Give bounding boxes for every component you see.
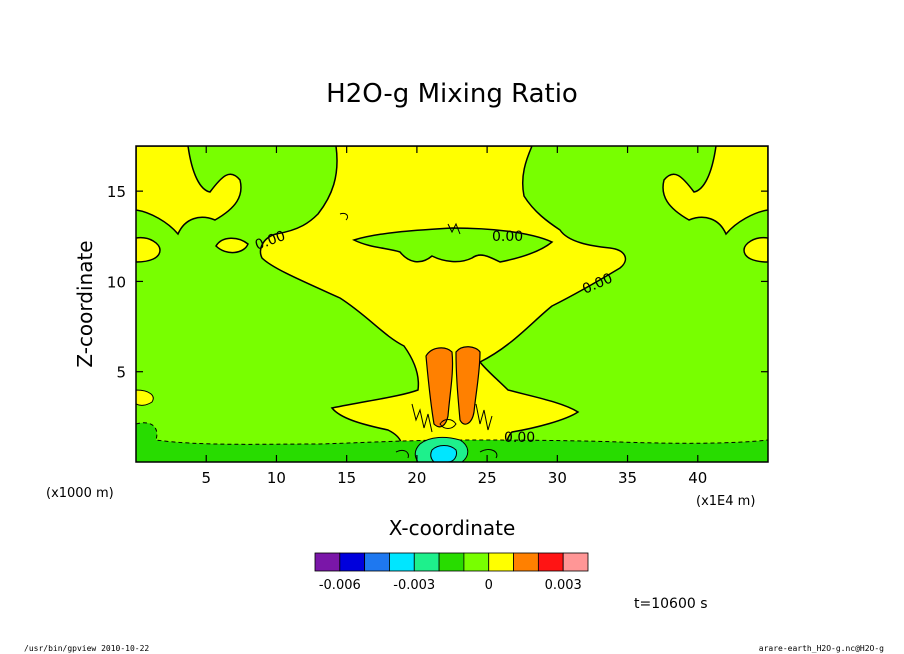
- x-axis-label: X-coordinate: [389, 516, 516, 540]
- x-unit-right: (x1E4 m): [696, 494, 755, 509]
- x-tick-label: 10: [267, 469, 286, 487]
- time-label: t=10600 s: [634, 596, 708, 612]
- colorbar-swatch: [562, 552, 589, 572]
- green-cloud-band: [351, 227, 554, 263]
- colorbar-swatch: [413, 552, 440, 572]
- colorbar-tick-label: 0: [485, 578, 493, 593]
- yellow-region-upper-right: [662, 146, 768, 236]
- blue-blob: [430, 445, 457, 462]
- x-tick-label: 15: [337, 469, 356, 487]
- x-tick-label: 25: [478, 469, 497, 487]
- colorbar-tick-label: -0.006: [319, 578, 361, 593]
- turbulent-contours: [339, 213, 498, 459]
- lower-left-yellow-patch: [136, 389, 154, 406]
- y-tick-label: 15: [107, 183, 126, 201]
- x-tick-label: 40: [688, 469, 707, 487]
- y-axis-label: Z-coordinate: [73, 240, 97, 367]
- colorbar-swatch: [488, 552, 514, 572]
- contour-label: 0.00: [492, 229, 523, 245]
- yellow-region-upper-left: [136, 146, 242, 236]
- y-axis: 5 10 15: [107, 183, 768, 382]
- colorbar-swatch: [389, 552, 415, 572]
- x-tick-label: 20: [407, 469, 426, 487]
- colorbar-swatch: [537, 552, 564, 572]
- colorbar: -0.006 -0.003 0 0.003: [314, 552, 589, 593]
- colorbar-swatch: [364, 552, 390, 572]
- footer-left: /usr/bin/gpview 2010-10-22: [24, 644, 149, 653]
- footer-right: arare-earth_H2O-g.nc@H2O-g: [759, 644, 884, 653]
- x-tick-label: 35: [618, 469, 637, 487]
- colorbar-tick-label: -0.003: [393, 578, 435, 593]
- yellow-region-right-band: [743, 236, 768, 263]
- x-tick-label: 5: [201, 469, 211, 487]
- yellow-region-small-left: [215, 237, 249, 254]
- colorbar-swatch: [513, 552, 539, 572]
- x-axis: 5 10 15 20 25 30 35 40: [201, 146, 707, 487]
- plot-area: [136, 146, 768, 462]
- x-unit-left: (x1000 m): [46, 486, 114, 501]
- y-tick-label: 5: [116, 364, 126, 382]
- chart-title: H2O-g Mixing Ratio: [326, 79, 578, 109]
- colorbar-swatch: [463, 552, 490, 572]
- colorbar-swatch: [438, 552, 465, 572]
- y-tick-label: 10: [107, 273, 126, 291]
- colorbar-swatch: [339, 552, 366, 572]
- orange-updraft-right: [455, 346, 481, 425]
- x-tick-label: 30: [548, 469, 567, 487]
- colorbar-tick-label: 0.003: [545, 578, 582, 593]
- colorbar-swatch: [314, 552, 341, 572]
- orange-updraft-left: [425, 347, 454, 428]
- contour-label: 0.00: [504, 430, 535, 446]
- plot-frame: [135, 145, 769, 463]
- yellow-region-left-band: [136, 236, 161, 263]
